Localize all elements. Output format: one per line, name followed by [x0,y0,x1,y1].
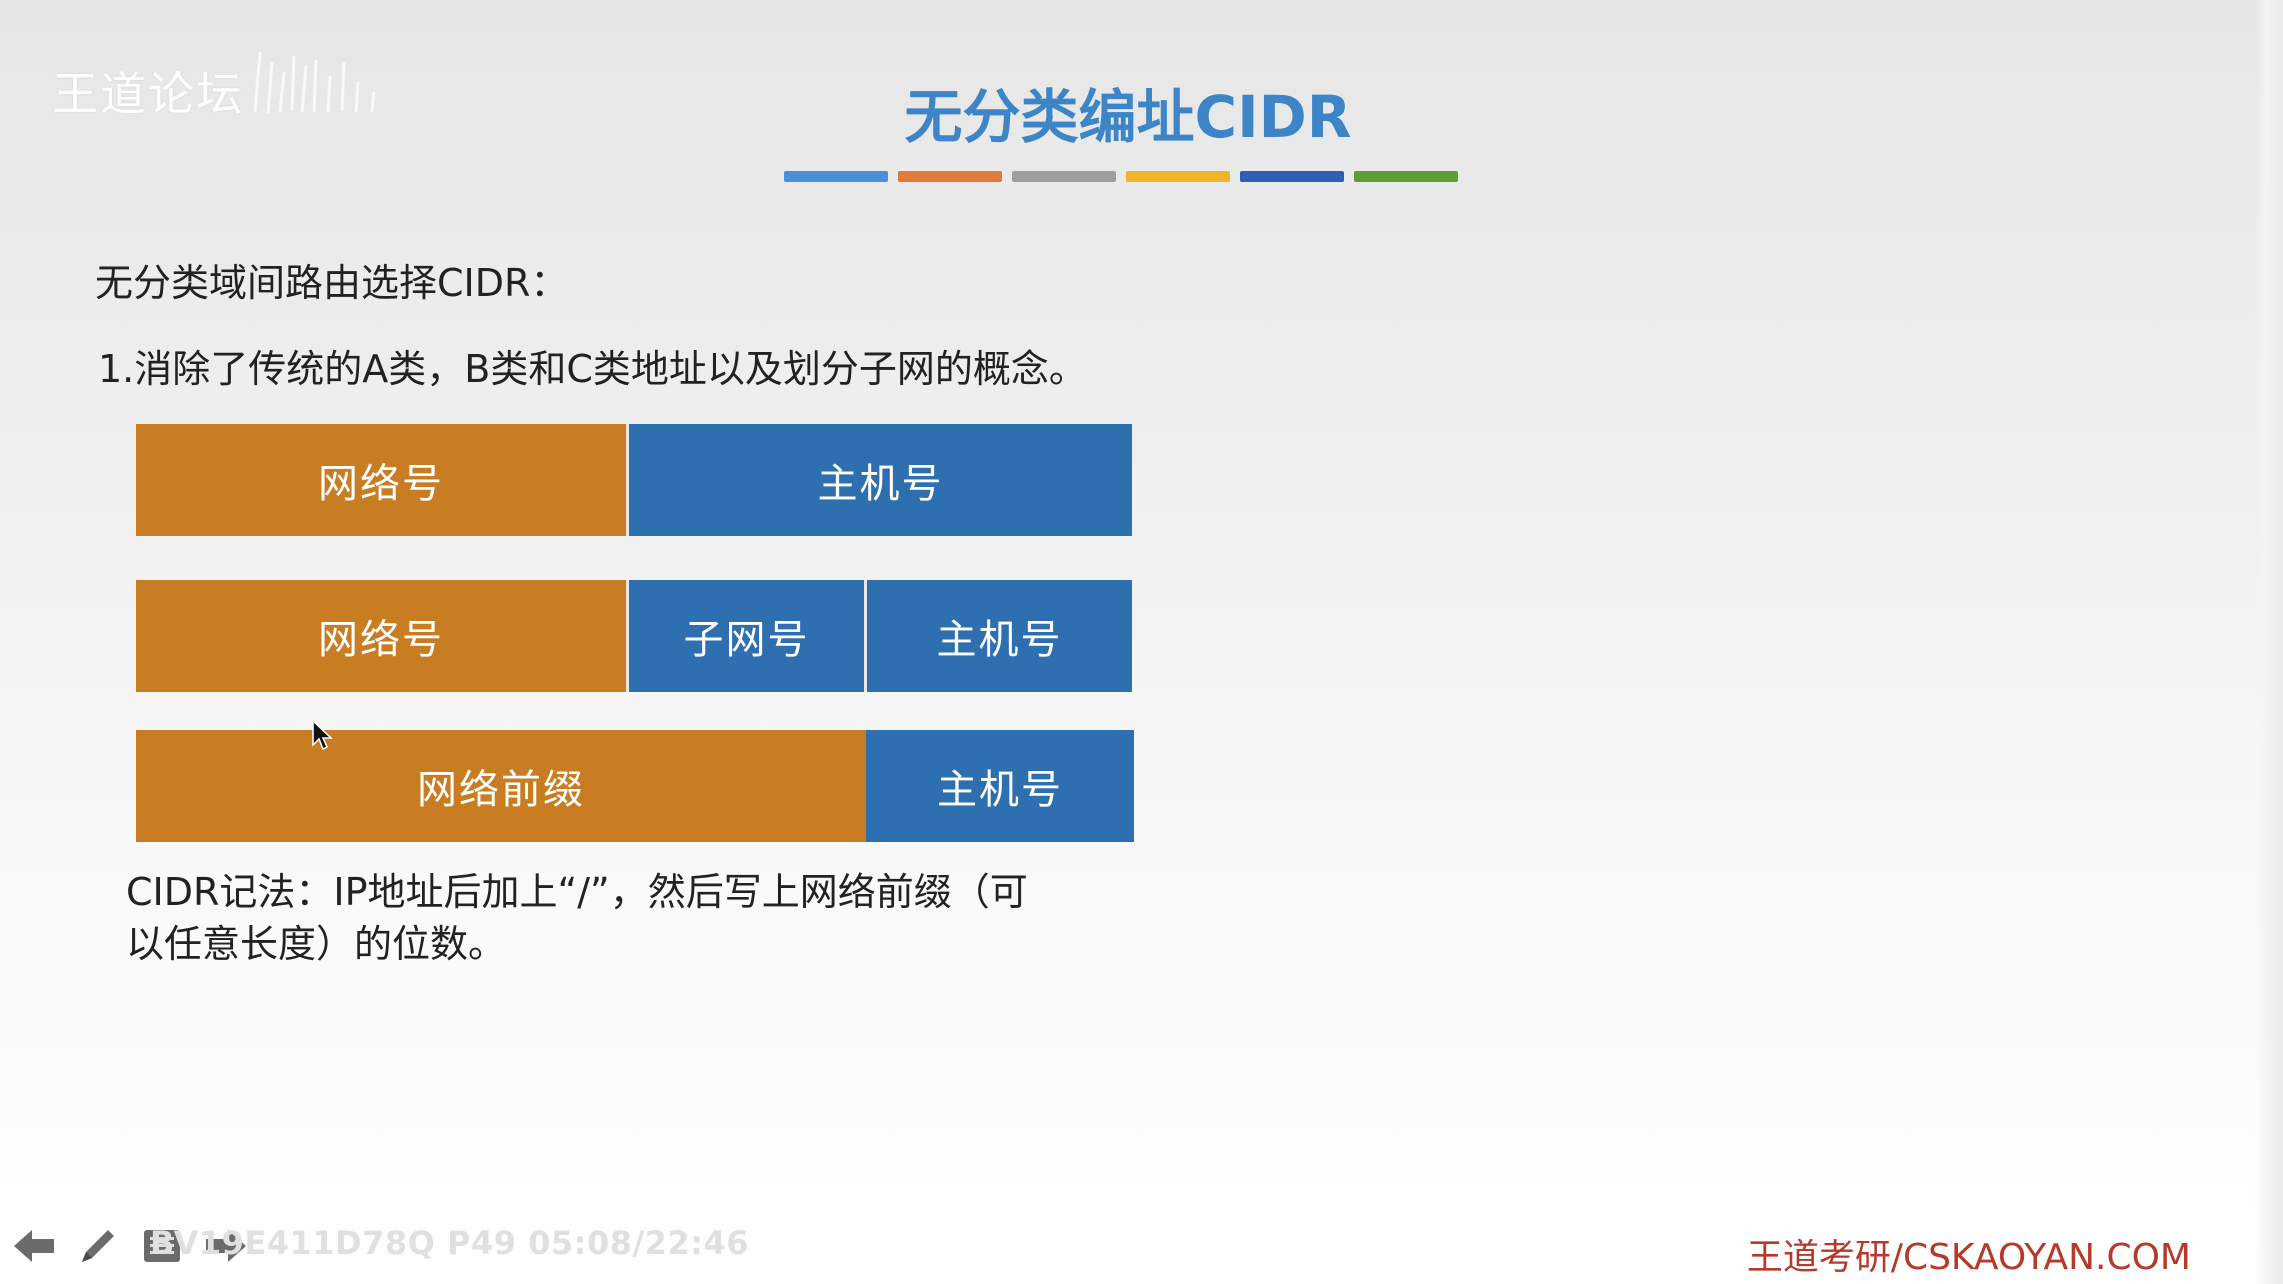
address-structure-cidr: 网络前缀 主机号 [136,730,1134,842]
video-info-overlay: BV19E411D78Q P49 05:08/22:46 [150,1224,750,1262]
segment-host-number: 主机号 [866,730,1134,842]
slide-toolbar [10,1222,250,1270]
menu-icon [144,1230,180,1262]
footer-brand: 王道考研/CSKAOYAN.COM [1746,1237,2191,1278]
watermark-logo: 王道论坛 [52,67,244,121]
pen-tool-button[interactable] [74,1222,122,1270]
cidr-note-line-1: CIDR记法：IP地址后加上“/”，然后写上网络前缀（可 [126,870,1028,914]
title-decoration-bars [784,171,1458,182]
segment-host-number: 主机号 [626,424,1132,536]
segment-network-number: 网络号 [136,424,626,536]
address-structure-classful: 网络号 主机号 [136,424,1132,536]
slide-title: 无分类编址CIDR [904,83,1352,151]
next-slide-button[interactable] [202,1222,250,1270]
slide-menu-button[interactable] [138,1222,186,1270]
cidr-note-line-2: 以任意长度）的位数。 [126,922,507,966]
window-right-edge [2255,0,2283,1284]
segment-network-prefix: 网络前缀 [136,730,866,842]
point-1-text: 1.消除了传统的A类，B类和C类地址以及划分子网的概念。 [98,347,1087,391]
segment-network-number: 网络号 [136,580,626,692]
watermark-scribble-icon [253,51,376,115]
arrow-left-icon [14,1230,54,1262]
segment-host-number: 主机号 [864,580,1132,692]
title-bar-dark-blue [1240,171,1344,182]
title-bar-orange [898,171,1002,182]
address-structure-subnetted: 网络号 子网号 主机号 [136,580,1132,692]
pen-icon [82,1230,114,1262]
arrow-right-icon [206,1230,246,1262]
cidr-notation-note: CIDR记法：IP地址后加上“/”，然后写上网络前缀（可 以任意长度）的位数。 [126,866,1176,970]
previous-slide-button[interactable] [10,1222,58,1270]
mouse-cursor-icon [312,720,333,751]
title-bar-green [1354,171,1458,182]
section-heading: 无分类域间路由选择CIDR： [95,261,569,305]
title-bar-yellow [1126,171,1230,182]
title-bar-gray [1012,171,1116,182]
title-bar-blue [784,171,888,182]
segment-subnet-number: 子网号 [626,580,864,692]
